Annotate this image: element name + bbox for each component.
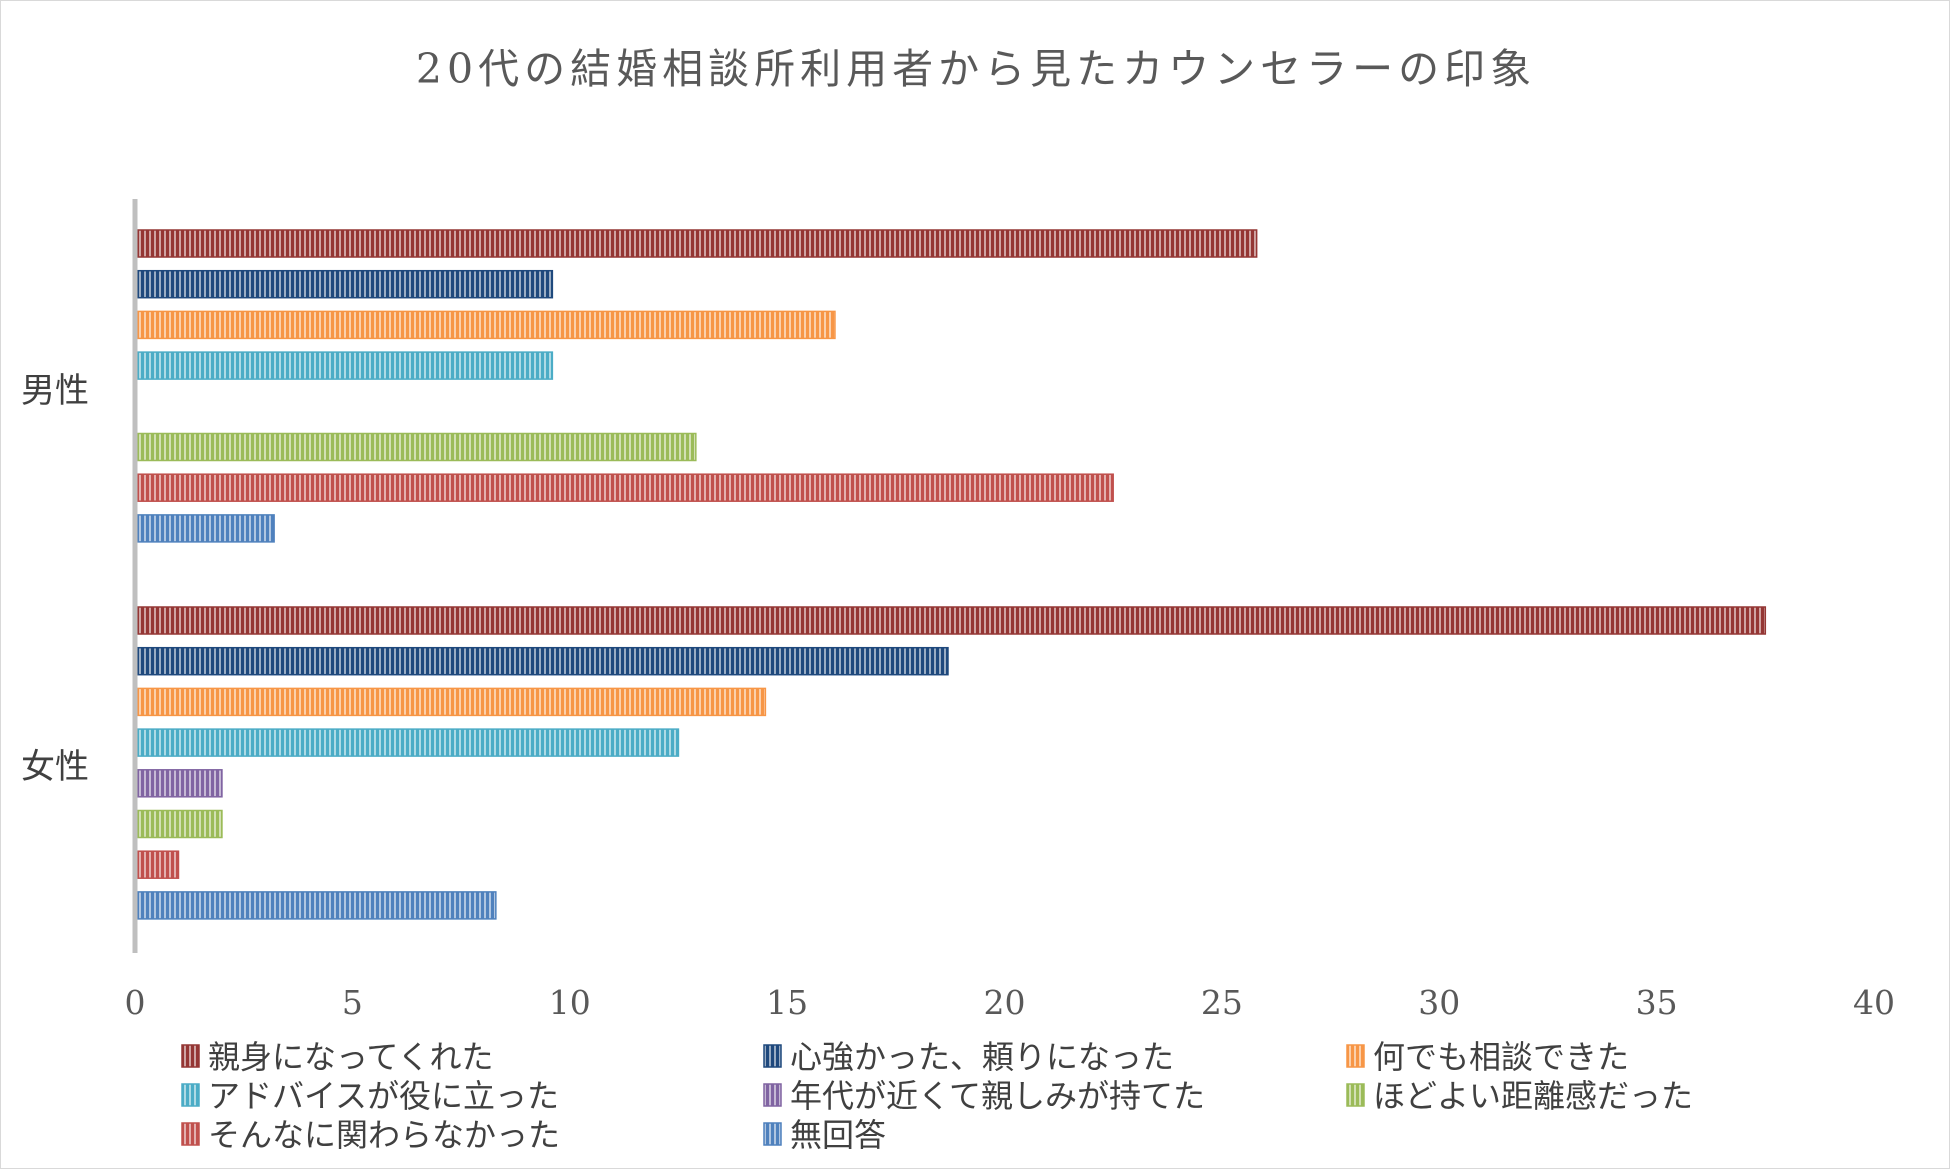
x-tick-label: 35 bbox=[1636, 983, 1678, 1022]
chart-title: 20代の結婚相談所利用者から見たカウンセラーの印象 bbox=[416, 45, 1536, 93]
bar-male-series-7 bbox=[134, 473, 1114, 502]
category-label: 男性 bbox=[21, 371, 89, 411]
legend-label: 年代が近くて親しみが持てた bbox=[790, 1077, 1205, 1115]
legend-item: ほどよい距離感だった bbox=[1346, 1077, 1693, 1115]
legend-item: 年代が近くて親しみが持てた bbox=[763, 1077, 1205, 1115]
bar-male-series-4 bbox=[134, 351, 554, 380]
legend-label: 親身になってくれた bbox=[208, 1038, 493, 1076]
bar-male-series-2 bbox=[134, 269, 554, 299]
bar-male-series-3 bbox=[134, 310, 836, 340]
legend-label: アドバイスが役に立った bbox=[208, 1077, 559, 1115]
legend-item: 何でも相談できた bbox=[1346, 1038, 1629, 1076]
x-tick-label: 40 bbox=[1853, 983, 1895, 1022]
legend-label: 何でも相談できた bbox=[1373, 1038, 1629, 1076]
x-tick-label: 0 bbox=[125, 983, 146, 1022]
legend-label: 無回答 bbox=[790, 1116, 886, 1154]
bar-male-series-6 bbox=[134, 432, 697, 462]
bar-female-series-3 bbox=[134, 687, 767, 717]
bar-female-series-1 bbox=[134, 606, 1767, 635]
legend-swatch bbox=[763, 1044, 782, 1068]
legend-swatch bbox=[181, 1122, 200, 1146]
legend-swatch bbox=[763, 1083, 782, 1107]
legend-swatch bbox=[1346, 1044, 1365, 1068]
bar-female-series-6 bbox=[134, 809, 223, 839]
bar-male-series-1 bbox=[134, 229, 1258, 258]
bar-female-series-4 bbox=[134, 728, 680, 757]
bar-female-series-7 bbox=[134, 850, 180, 879]
legend-item: 無回答 bbox=[763, 1116, 886, 1154]
bar-female-series-2 bbox=[134, 646, 949, 676]
legend-label: そんなに関わらなかった bbox=[208, 1116, 560, 1154]
x-tick-label: 10 bbox=[549, 983, 591, 1022]
x-tick-label: 30 bbox=[1418, 983, 1460, 1022]
bar-male-series-8 bbox=[134, 514, 275, 543]
x-tick-label: 25 bbox=[1201, 983, 1243, 1022]
x-tick-label: 5 bbox=[342, 983, 363, 1022]
legend-item: アドバイスが役に立った bbox=[181, 1077, 559, 1115]
bar-female-series-8 bbox=[134, 891, 497, 920]
bar-female-series-5 bbox=[134, 769, 223, 798]
x-tick-label: 20 bbox=[984, 983, 1026, 1022]
legend-swatch bbox=[763, 1122, 782, 1146]
category-label: 女性 bbox=[21, 747, 89, 787]
legend-label: 心強かった、頼りになった bbox=[790, 1038, 1174, 1076]
legend-item: 心強かった、頼りになった bbox=[763, 1038, 1174, 1076]
legend-label: ほどよい距離感だった bbox=[1373, 1077, 1693, 1115]
legend-swatch bbox=[181, 1044, 200, 1068]
legend: 親身になってくれた 心強かった、頼りになった 何でも相談できたアドバイスが役に立った… bbox=[181, 1038, 1693, 1154]
legend-swatch bbox=[1346, 1083, 1365, 1107]
bars-layer bbox=[134, 229, 1767, 920]
legend-item: そんなに関わらなかった bbox=[181, 1116, 560, 1154]
x-axis-ticks: 0 5 10 15 20 25 30 35 40 bbox=[125, 983, 1896, 1022]
legend-swatch bbox=[181, 1083, 200, 1107]
x-tick-label: 15 bbox=[766, 983, 808, 1022]
legend-item: 親身になってくれた bbox=[181, 1038, 493, 1076]
